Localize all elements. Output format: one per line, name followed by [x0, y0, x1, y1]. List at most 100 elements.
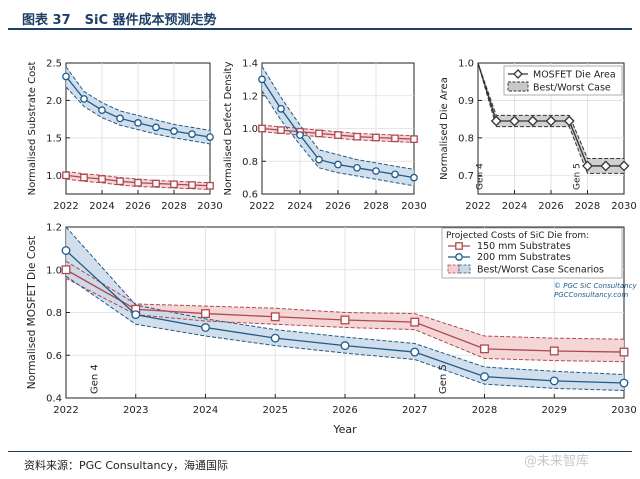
gen-annotation: Gen 4: [89, 364, 100, 394]
x-tick-label: 2026: [538, 201, 563, 212]
y-tick-label: 0.6: [46, 351, 62, 362]
data-point: [410, 317, 420, 327]
data-point: [116, 114, 124, 123]
y-tick-label: 2.0: [46, 96, 62, 107]
band-lower-line: [477, 62, 624, 174]
x-tick-label: 2022: [465, 201, 490, 212]
source-note: 资料来源：PGC Consultancy，海通国际: [24, 459, 229, 472]
watermark: @未来智库: [524, 454, 590, 469]
data-point: [80, 95, 88, 103]
y-tick-label: 2.5: [46, 59, 62, 70]
legend-label: Best/Worst Case: [533, 83, 611, 94]
legend-swatch: [507, 81, 529, 92]
band-blue: [66, 227, 624, 391]
data-point: [619, 347, 629, 357]
legend-marker: [455, 253, 463, 261]
panel-die-area: 2022 2024 2026 2028 2030 0.7 0.8 0.9 1.0 Normalis…: [439, 59, 637, 213]
data-point: [315, 129, 323, 138]
credit-line: PGCConsultancy.com: [554, 291, 628, 299]
y-tick-label: 1.0: [458, 59, 474, 70]
x-tick-label: 2024: [89, 201, 114, 212]
data-point: [549, 346, 559, 356]
y-tick-label: 1.0: [242, 124, 258, 135]
data-point: [270, 312, 280, 322]
figure-number: 图表 37: [22, 13, 71, 28]
gen-annotation: Gen 5: [438, 364, 449, 394]
data-point: [480, 372, 489, 382]
x-tick-label: 2028: [472, 405, 497, 416]
y-tick-label: 0.9: [458, 96, 474, 107]
data-point: [277, 126, 285, 134]
data-point: [152, 179, 160, 188]
x-tick-label: 2024: [193, 405, 218, 416]
band-lower-line: [261, 131, 415, 143]
data-point: [549, 376, 559, 386]
band-upper-line: [477, 62, 624, 159]
y-axis-label: Normalised Die Area: [439, 77, 450, 180]
data-point: [410, 347, 420, 357]
x-tick-label: 2026: [125, 201, 150, 212]
y-axis-label: Normalised MOSFET Die Cost: [26, 236, 38, 389]
x-tick-label: 2027: [402, 405, 427, 416]
data-point: [134, 178, 142, 187]
data-point: [600, 160, 612, 172]
x-tick-label: 2028: [575, 201, 600, 212]
data-point: [334, 160, 342, 169]
band-lower-line: [65, 277, 625, 363]
figure-title: 图表 37 SiC 器件成本预测走势: [22, 9, 231, 28]
data-point: [270, 333, 280, 343]
y-tick-label: 0.4: [46, 394, 62, 405]
band-upper-line: [261, 66, 415, 170]
legend-label: 150 mm Substrates: [477, 241, 571, 252]
band-lower-line: [261, 90, 415, 187]
x-tick-label: 2022: [53, 201, 78, 212]
x-tick-label: 2028: [161, 201, 186, 212]
data-point: [509, 115, 520, 127]
x-tick-label: 2030: [611, 405, 636, 416]
data-point: [258, 75, 266, 84]
x-tick-label: 2030: [611, 201, 636, 212]
data-point: [296, 131, 304, 139]
x-tick-label: 2024: [502, 201, 527, 212]
y-tick-label: 1.4: [242, 59, 258, 70]
data-point: [80, 173, 88, 182]
legend-swatch-blue: [458, 264, 471, 274]
x-tick-label: 2029: [542, 405, 567, 416]
legend-title: Projected Costs of SiC Die from:: [446, 231, 589, 241]
data-point: [258, 124, 266, 133]
legend-swatch-red: [447, 264, 460, 274]
x-tick-label: 2028: [363, 201, 388, 212]
credit-line: © PGC SiC Consultancy: [554, 282, 637, 290]
x-tick-label: 2022: [53, 405, 78, 416]
data-point: [201, 323, 210, 332]
band-red: [66, 261, 624, 362]
panel-substrate: 2022 2024 2026 2028 2030 1.0 1.5 2.0 2.5 Normalis…: [27, 59, 223, 213]
panel-defect: 2022 2024 2026 2028 2030 0.6 0.8 1.0 1.2 1.4 Norma…: [223, 59, 427, 213]
data-point: [480, 344, 489, 354]
y-tick-label: 1.2: [46, 223, 62, 234]
figure-title-text: SiC 器件成本预测走势: [84, 13, 217, 28]
y-tick-label: 0.8: [46, 308, 62, 319]
band-lower-line: [65, 275, 625, 392]
gen-annotation: Gen 5: [572, 163, 582, 190]
data-point: [134, 119, 142, 127]
data-point: [170, 127, 178, 135]
y-tick-label: 0.8: [242, 157, 258, 168]
y-axis-label: Normalised Substrate Cost: [27, 62, 38, 196]
y-tick-label: 1.0: [46, 265, 62, 276]
x-tick-label: 2023: [123, 405, 148, 416]
data-point: [201, 309, 210, 319]
data-point: [545, 115, 557, 127]
data-point: [116, 177, 124, 186]
band-lower-line: [65, 86, 211, 145]
data-point: [340, 315, 350, 325]
data-point: [277, 105, 285, 113]
data-point: [340, 341, 350, 351]
y-tick-label: 0.6: [242, 190, 258, 201]
data-point: [490, 115, 502, 127]
data-point: [527, 115, 539, 127]
legend-label: MOSFET Die Area: [533, 70, 616, 81]
x-tick-label: 2030: [197, 201, 222, 212]
data-point: [98, 106, 106, 115]
